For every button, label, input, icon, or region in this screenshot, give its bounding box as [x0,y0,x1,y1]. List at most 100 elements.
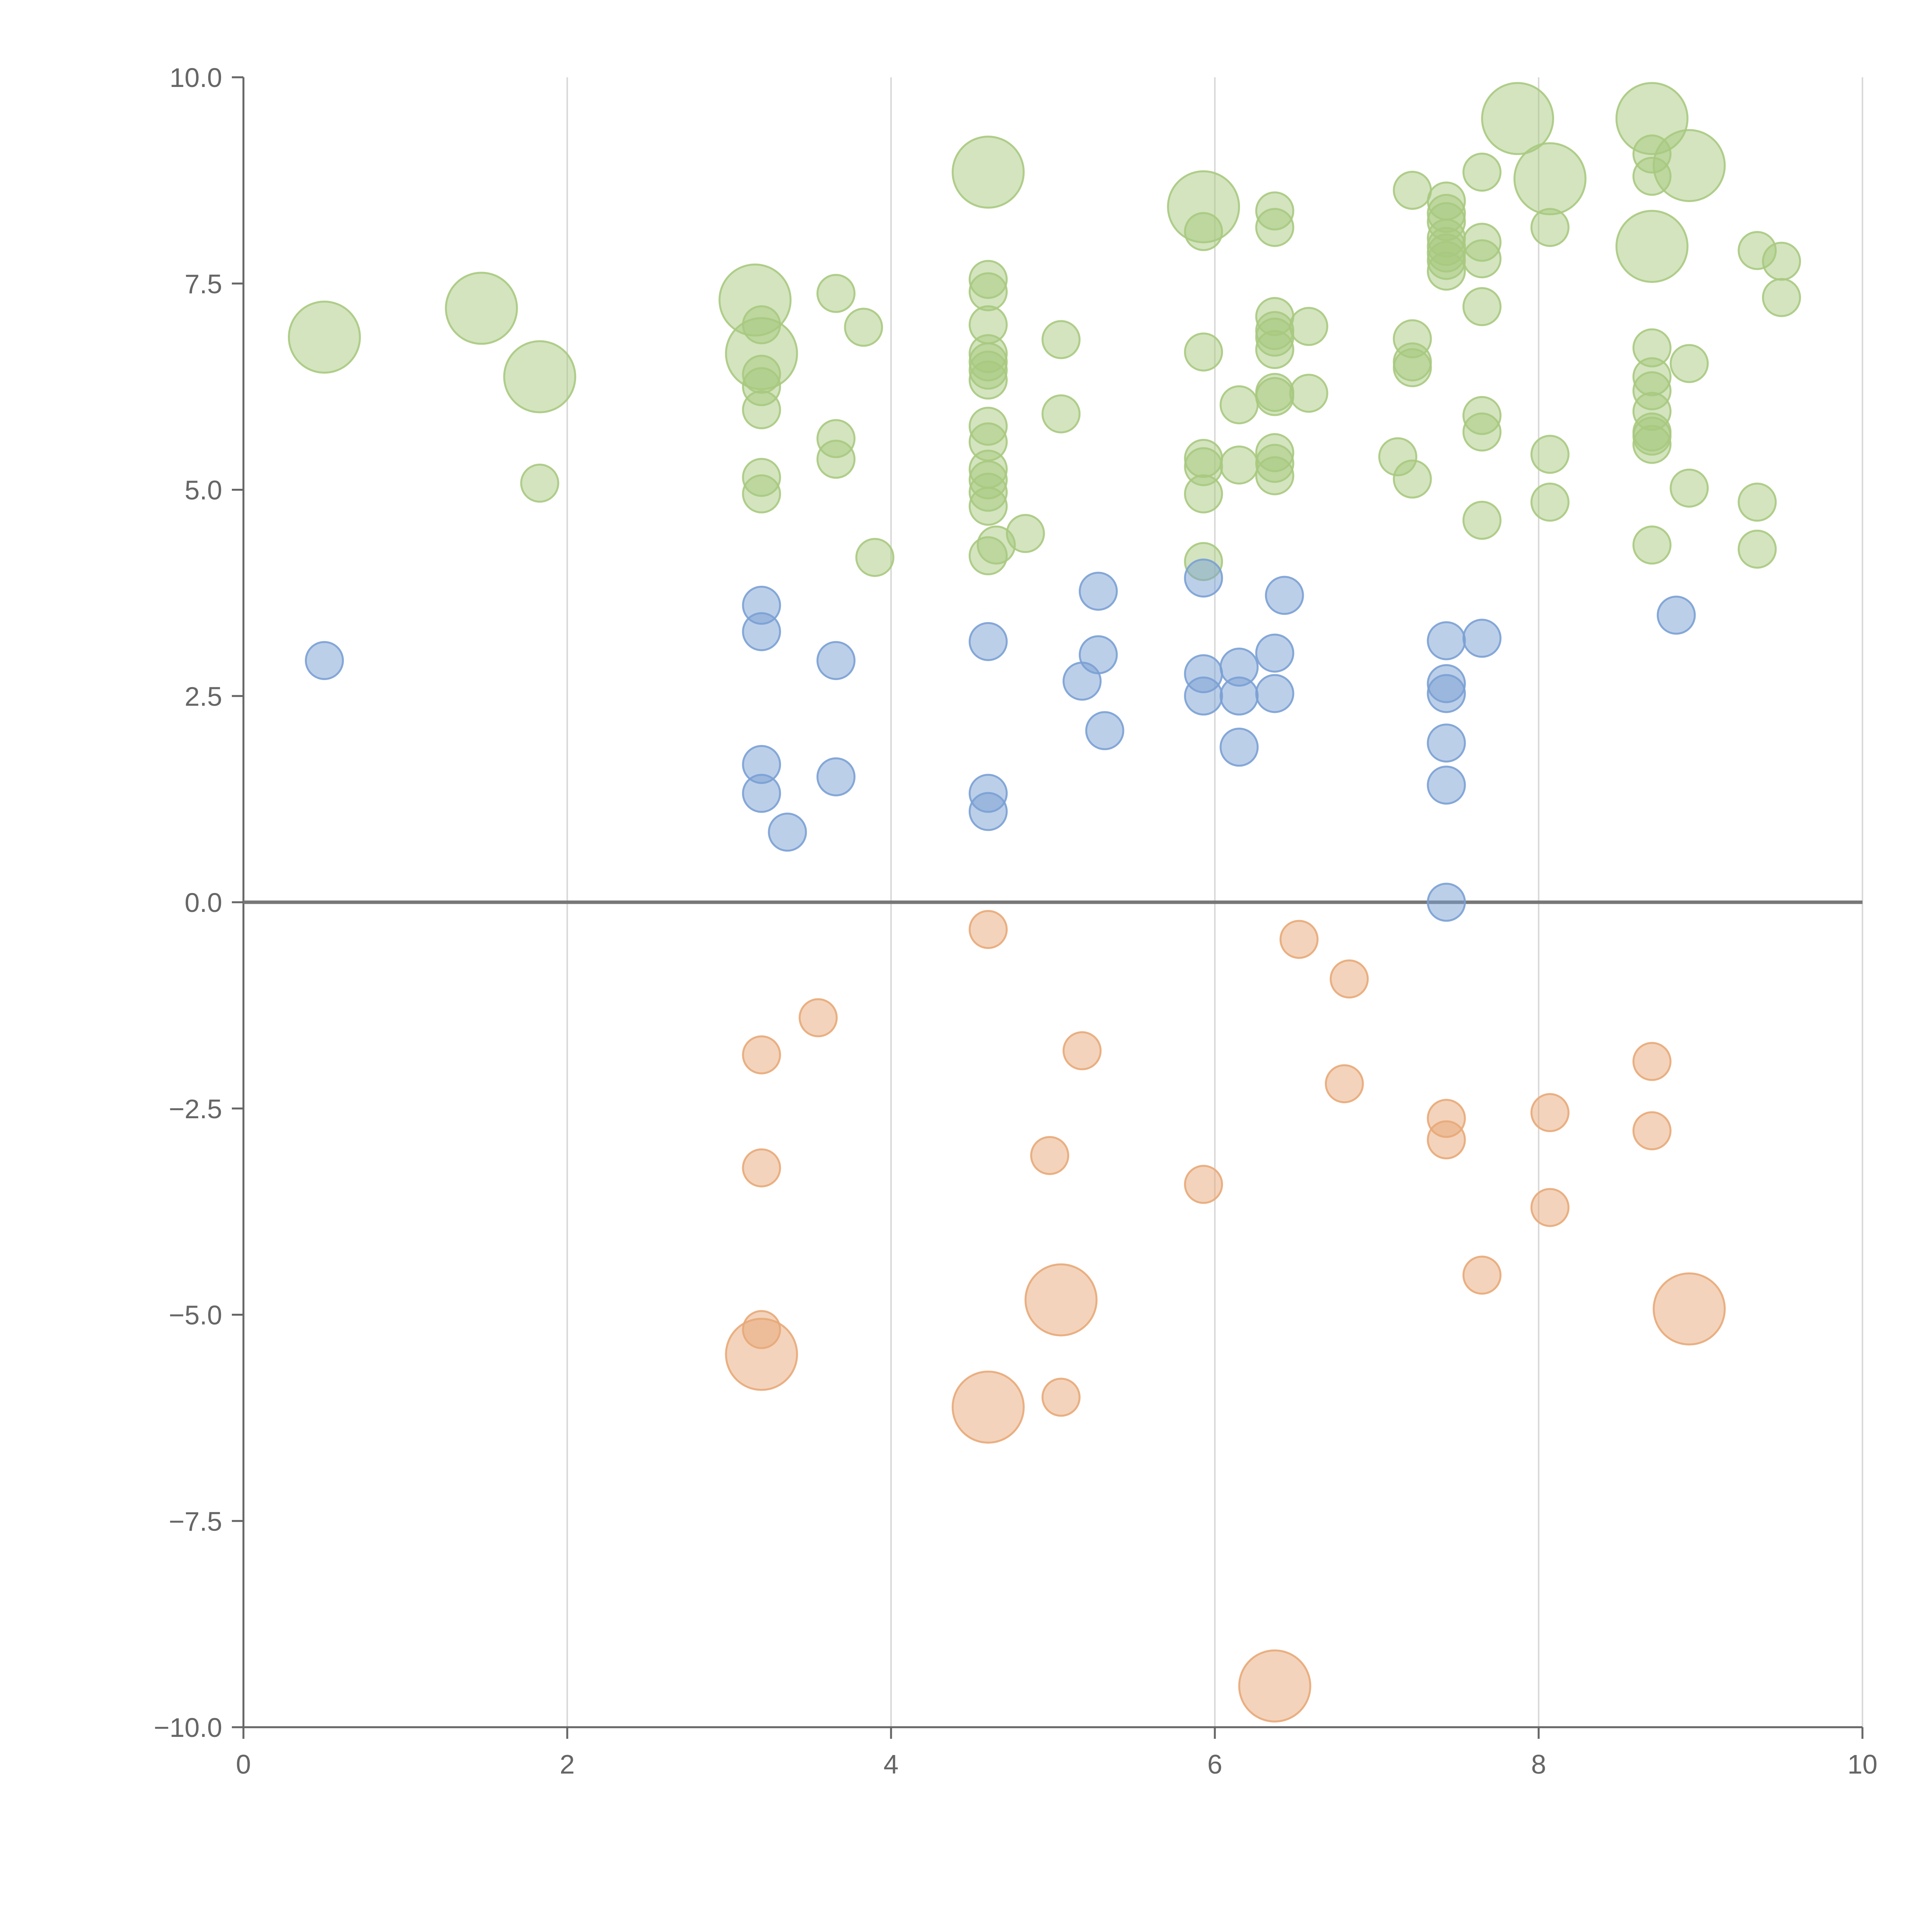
data-point [1238,1649,1311,1723]
data-point [1219,445,1259,485]
data-point [1255,674,1294,713]
data-point [1738,483,1777,522]
data-point [1330,959,1369,999]
data-point [1462,619,1502,658]
data-point [968,272,1008,311]
data-point [742,774,781,813]
data-point [1393,348,1432,388]
y-tick-label: −5.0 [169,1300,222,1330]
data-point [1632,1042,1672,1081]
data-point [816,641,856,680]
data-point [1653,1272,1726,1346]
data-point [1289,307,1328,346]
data-point [520,463,560,503]
data-point [1265,576,1304,615]
data-point [1030,1136,1070,1175]
y-tick-label: −2.5 [169,1094,222,1124]
data-point [1219,385,1259,425]
data-point [968,622,1008,661]
data-point [445,272,518,345]
data-point [1427,883,1466,922]
data-point [1462,153,1502,192]
data-point [305,641,344,680]
data-point [1427,765,1466,805]
data-point [1427,723,1466,763]
x-tick-label: 10 [1847,1749,1878,1779]
data-point [1670,344,1709,383]
data-point [1530,1188,1570,1227]
y-tick-label: 7.5 [185,269,222,299]
y-tick-label: −10.0 [154,1713,222,1743]
data-point [951,136,1025,209]
data-point [816,757,856,796]
data-point [742,1035,781,1075]
data-point [1462,239,1502,279]
data-point [855,538,895,577]
data-point [1219,676,1259,716]
data-point [1738,529,1777,569]
data-point [1656,595,1696,635]
data-point [968,792,1008,831]
data-point [968,486,1008,526]
x-tick-label: 4 [884,1749,899,1779]
data-point [1670,468,1709,508]
data-point [1255,456,1294,495]
data-point [1255,377,1294,416]
data-point [742,612,781,651]
data-point [1427,674,1466,713]
y-tick-label: 10.0 [170,63,222,93]
y-tick-label: 0.0 [185,888,222,918]
data-point [503,340,577,413]
data-point [742,474,781,514]
data-point [1184,332,1223,372]
data-point [1632,526,1672,565]
data-point [1653,129,1726,202]
data-point [1325,1064,1364,1104]
data-point [1530,483,1570,522]
y-tick-label: −7.5 [169,1506,222,1536]
data-point [1462,500,1502,540]
data-point [1085,711,1124,750]
data-point [1632,1111,1672,1150]
data-point [1289,374,1328,413]
data-point [798,998,838,1037]
data-point [1006,514,1045,553]
data-point [1762,278,1801,317]
data-point [1393,459,1432,499]
data-point [1184,474,1223,514]
data-point [1530,1093,1570,1132]
data-point [1184,1165,1223,1204]
data-point [768,813,807,852]
data-point [1219,728,1259,767]
data-point [816,440,856,479]
data-point [1462,287,1502,327]
data-point [1078,571,1118,611]
data-point [844,308,883,347]
data-point [1062,1031,1102,1070]
data-point [968,910,1008,949]
data-point [1632,425,1672,464]
x-tick-label: 0 [236,1749,251,1779]
data-point [951,1371,1025,1444]
data-point [1462,1255,1502,1295]
data-point [1530,435,1570,474]
data-point [1427,1120,1466,1160]
data-point [1255,633,1294,673]
data-point [1184,212,1223,251]
data-point [725,1318,798,1391]
data-point [1513,142,1587,216]
data-point [816,274,856,313]
y-tick-label: 5.0 [185,475,222,505]
data-point [1762,242,1801,281]
data-point [1078,635,1118,674]
data-point [1184,676,1223,716]
data-point [1530,208,1570,247]
data-point [1462,412,1502,452]
data-point [1041,1378,1081,1417]
data-point [1255,330,1294,369]
data-point [288,301,361,374]
data-point [742,390,781,429]
data-point [742,1148,781,1187]
